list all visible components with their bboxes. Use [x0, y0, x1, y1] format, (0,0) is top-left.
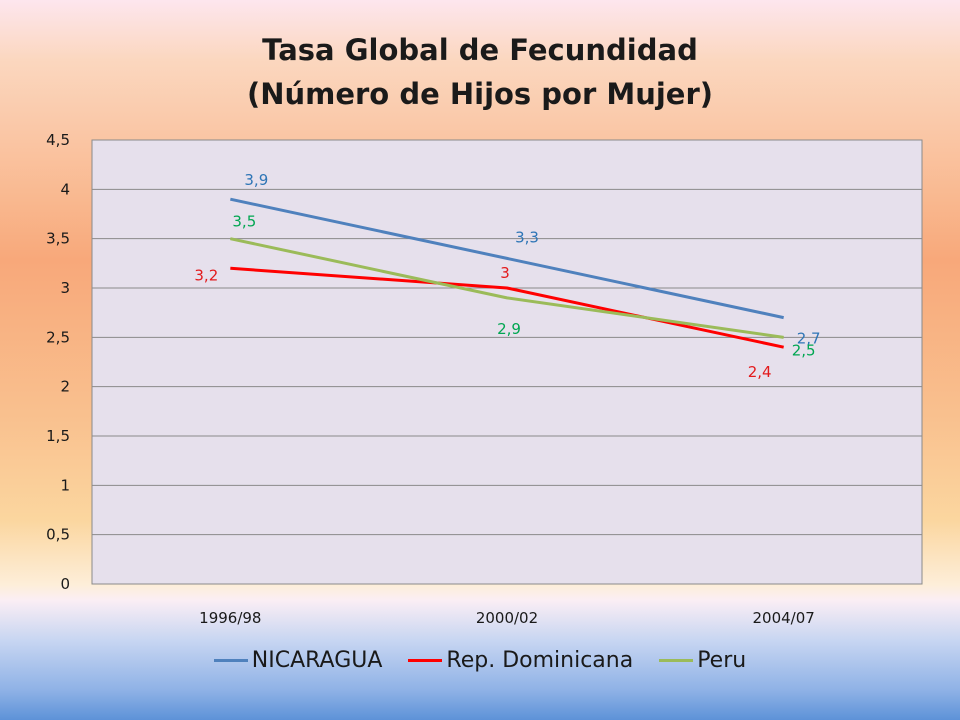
y-tick-label: 1,5 [46, 427, 70, 445]
legend-label: Rep. Dominicana [446, 648, 634, 673]
data-label: 3,2 [194, 266, 218, 284]
x-tick-label: 1996/98 [199, 609, 261, 627]
legend-swatch [659, 659, 694, 662]
series-line [230, 237, 784, 339]
y-tick-label: 3 [60, 279, 70, 297]
data-label: 3,5 [232, 213, 256, 231]
legend-item: Peru [659, 648, 746, 673]
data-label: 3 [500, 264, 510, 282]
legend-item: NICARAGUA [213, 648, 383, 673]
data-label: 2,4 [748, 363, 772, 381]
data-label: 3,3 [515, 228, 539, 246]
y-tick-label: 2,5 [46, 328, 70, 346]
y-tick-label: 3,5 [46, 230, 70, 248]
chart-title: Tasa Global de Fecundidad (Número de Hij… [0, 28, 960, 116]
x-tick-label: 2000/02 [476, 609, 538, 627]
data-label: 3,9 [244, 171, 268, 189]
data-label: 2,5 [792, 341, 816, 359]
y-tick-label: 0,5 [46, 526, 70, 544]
legend-item: Rep. Dominicana [408, 648, 633, 673]
chart-title-line-2: (Número de Hijos por Mujer) [246, 77, 714, 111]
plot-area [91, 139, 923, 585]
y-tick-label: 4 [60, 180, 70, 198]
legend-label: Peru [697, 648, 747, 673]
legend-swatch [408, 659, 443, 662]
y-tick-label: 2 [60, 378, 70, 396]
data-label: 2,9 [497, 320, 521, 338]
chart-title-line-1: Tasa Global de Fecundidad [262, 33, 698, 67]
series-line [230, 266, 784, 349]
legend-swatch [213, 659, 248, 662]
y-tick-label: 0 [60, 575, 70, 593]
x-tick-label: 2004/07 [753, 609, 815, 627]
legend-label: NICARAGUA [251, 648, 383, 673]
y-tick-label: 1 [60, 476, 70, 494]
legend: NICARAGUA Rep. Dominicana Peru [0, 648, 960, 673]
series-line [230, 197, 784, 320]
data-label: 2,7 [797, 330, 821, 348]
y-tick-label: 4,5 [46, 131, 70, 149]
